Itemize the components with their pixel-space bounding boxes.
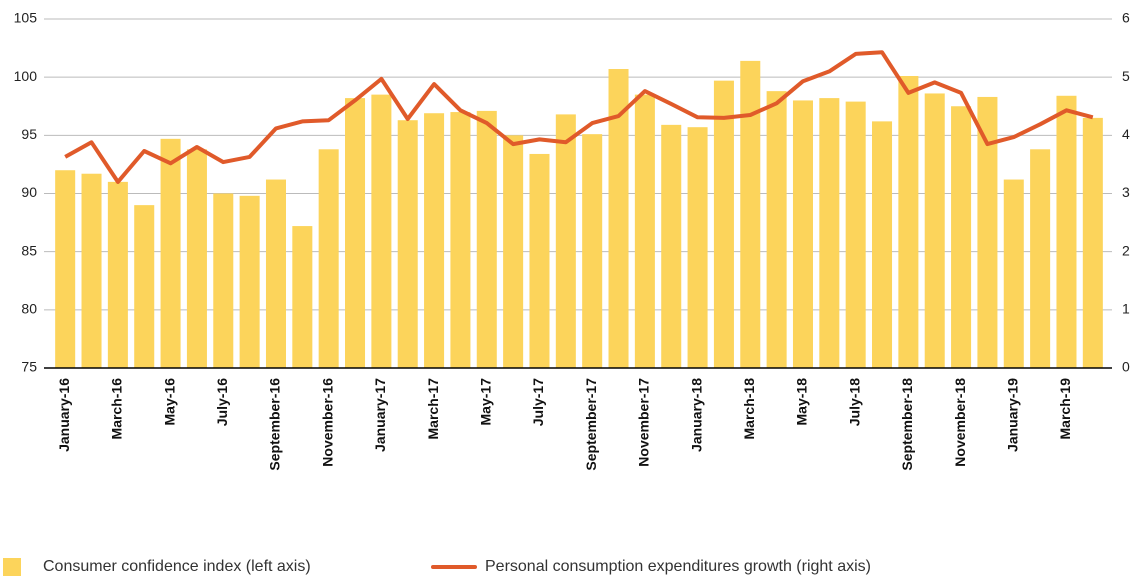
bar	[134, 205, 155, 368]
bar	[661, 124, 682, 368]
bar	[872, 121, 893, 368]
bar	[292, 226, 313, 368]
bar	[1082, 117, 1103, 368]
y2-tick-label: 4	[1122, 126, 1130, 142]
y-tick-label: 100	[14, 68, 38, 84]
x-tick-label: January-18	[688, 378, 704, 452]
bar	[898, 76, 919, 369]
x-tick-label: January-16	[56, 378, 72, 452]
bar	[213, 193, 234, 368]
x-tick-label: May-17	[477, 378, 493, 426]
bar	[819, 98, 840, 369]
bar	[1003, 179, 1024, 368]
x-tick-label: July-17	[530, 378, 546, 426]
bar	[160, 138, 181, 368]
x-tick-label: November-18	[952, 378, 968, 467]
x-tick-label: July-18	[846, 378, 862, 426]
bar	[265, 179, 286, 368]
bar	[450, 112, 471, 368]
y-tick-label: 95	[21, 126, 37, 142]
bar	[503, 135, 524, 368]
bar	[107, 181, 128, 368]
x-tick-label: March-16	[109, 378, 125, 440]
bar	[766, 91, 787, 369]
bar	[582, 134, 603, 368]
y2-tick-label: 5	[1122, 68, 1130, 84]
x-tick-label: September-17	[583, 378, 599, 471]
bar	[634, 94, 655, 368]
bar	[924, 93, 945, 368]
bar	[1056, 95, 1077, 368]
y2-tick-label: 6	[1122, 10, 1130, 26]
y-tick-label: 105	[14, 10, 38, 26]
x-tick-label: November-16	[319, 378, 335, 467]
bar	[239, 195, 260, 368]
bar	[55, 170, 76, 368]
bar	[555, 114, 576, 368]
bar	[951, 106, 972, 368]
bar	[476, 110, 497, 369]
y-tick-label: 80	[21, 301, 37, 317]
bar	[424, 113, 445, 368]
x-tick-label: May-18	[794, 378, 810, 426]
x-tick-label: September-16	[267, 378, 283, 471]
bar	[397, 120, 418, 369]
bar	[318, 149, 339, 368]
x-tick-label: November-17	[636, 378, 652, 467]
bar	[371, 94, 392, 368]
bar	[1030, 149, 1051, 368]
bar	[608, 69, 629, 369]
bar	[81, 173, 102, 368]
x-tick-label: March-18	[741, 378, 757, 440]
bar	[529, 153, 550, 368]
y-tick-label: 85	[21, 242, 37, 258]
bar	[740, 60, 761, 368]
bar	[713, 80, 734, 368]
bar	[345, 98, 366, 369]
y2-tick-label: 3	[1122, 184, 1130, 200]
bar	[687, 127, 708, 368]
y2-tick-label: 2	[1122, 242, 1130, 258]
x-tick-label: January-17	[372, 378, 388, 452]
legend-swatch	[3, 558, 21, 576]
bar	[845, 101, 866, 368]
y-tick-label: 90	[21, 184, 37, 200]
y2-tick-label: 1	[1122, 301, 1130, 317]
x-tick-label: May-16	[161, 378, 177, 426]
legend-label: Consumer confidence index (left axis)	[43, 558, 311, 575]
bar	[792, 100, 813, 368]
x-tick-label: September-18	[899, 378, 915, 471]
x-tick-label: March-17	[425, 378, 441, 440]
y-tick-label: 75	[21, 359, 37, 375]
x-tick-label: January-19	[1004, 378, 1020, 452]
line	[64, 50, 1094, 184]
bar	[977, 96, 998, 369]
x-tick-label: March-19	[1057, 378, 1073, 440]
bar	[186, 149, 207, 368]
y2-tick-label: 0	[1122, 359, 1130, 375]
legend-label: Personal consumption expenditures growth…	[485, 558, 871, 575]
x-tick-label: July-16	[214, 378, 230, 426]
